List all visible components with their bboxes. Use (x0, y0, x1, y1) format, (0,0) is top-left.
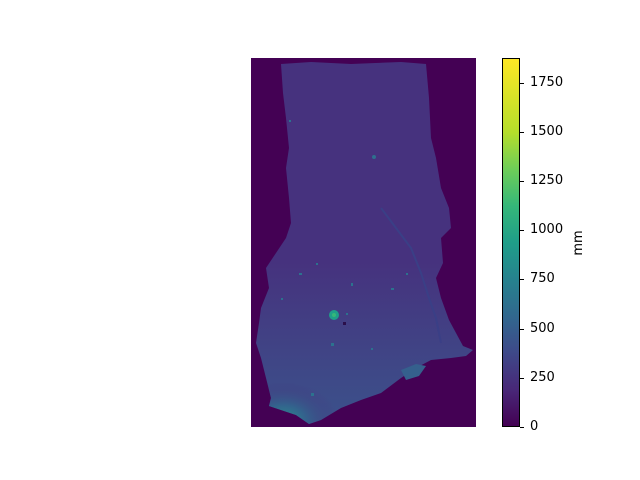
colorbar-tick-label: 1750 (530, 75, 564, 90)
colorbar-tick-label: 1000 (530, 222, 564, 237)
nodata-cell (343, 322, 346, 325)
raster-map (251, 58, 476, 427)
colorbar (502, 58, 520, 427)
colorbar-tick-label: 1250 (530, 173, 564, 188)
colorbar-tick (520, 230, 524, 231)
colorbar-tick (520, 279, 524, 280)
northern-spot (372, 155, 376, 159)
colorbar-tick-label: 0 (530, 419, 539, 434)
colorbar-gradient (503, 59, 519, 426)
colorbar-tick (520, 427, 524, 428)
colorbar-tick (520, 132, 524, 133)
volta-river (380, 207, 442, 344)
eastern-coast (401, 364, 426, 380)
colorbar-tick-label: 250 (530, 370, 555, 385)
scattered-cells (281, 120, 408, 396)
colorbar-unit-label: mm (571, 230, 587, 256)
colorbar-tick-label: 500 (530, 321, 555, 336)
land-area (256, 62, 473, 424)
raster-map-svg (251, 58, 476, 427)
coastal-zone (261, 348, 371, 424)
colorbar-tick (520, 83, 524, 84)
colorbar-tick-label: 1500 (530, 124, 564, 139)
urban-hotspot-core (332, 313, 336, 317)
colorbar-tick (520, 329, 524, 330)
colorbar-tick (520, 181, 524, 182)
colorbar-tick-label: 750 (530, 271, 555, 286)
colorbar-tick (520, 378, 524, 379)
